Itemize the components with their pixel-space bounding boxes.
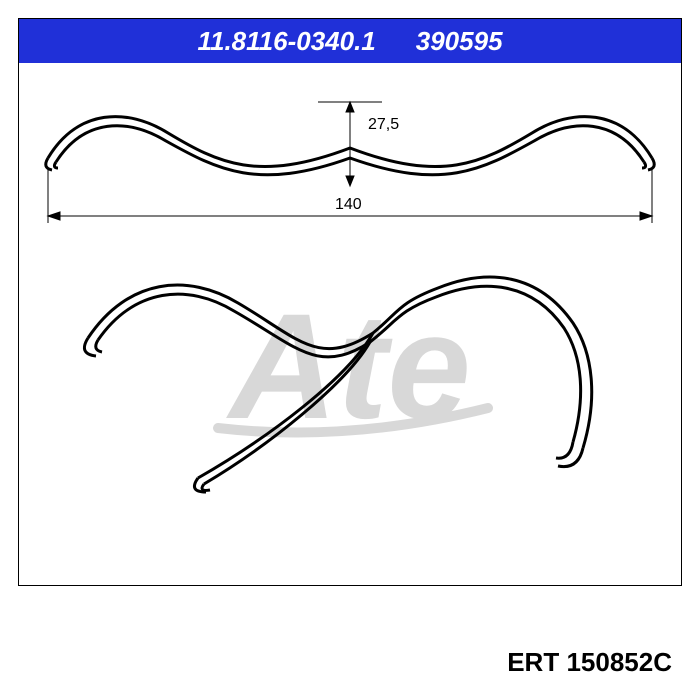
dimension-height-label: 27,5 (368, 116, 399, 134)
dimension-height (318, 102, 382, 186)
footer-code: 150852C (566, 647, 672, 677)
header-bar: 11.8116-0340.1 390595 (19, 19, 681, 63)
footer-label: ERT 150852C (507, 647, 672, 678)
footer-brand: ERT (507, 647, 559, 677)
diagram-svg: Ate (18, 78, 682, 588)
part-number-primary: 11.8116-0340.1 (197, 26, 375, 57)
part-number-secondary: 390595 (416, 26, 503, 57)
dimension-width-label: 140 (335, 196, 362, 214)
